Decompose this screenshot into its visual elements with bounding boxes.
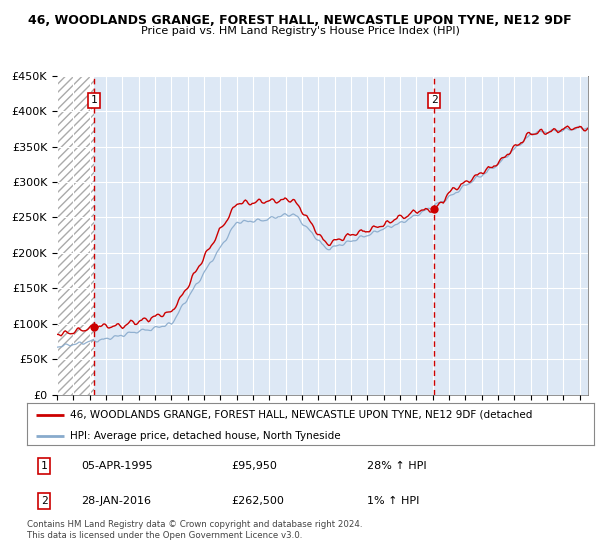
Text: 05-APR-1995: 05-APR-1995 xyxy=(81,461,152,472)
Text: HPI: Average price, detached house, North Tyneside: HPI: Average price, detached house, Nort… xyxy=(70,431,340,441)
Text: 46, WOODLANDS GRANGE, FOREST HALL, NEWCASTLE UPON TYNE, NE12 9DF: 46, WOODLANDS GRANGE, FOREST HALL, NEWCA… xyxy=(28,14,572,27)
Text: 1: 1 xyxy=(91,95,97,105)
Text: £95,950: £95,950 xyxy=(231,461,277,472)
Text: Contains HM Land Registry data © Crown copyright and database right 2024.
This d: Contains HM Land Registry data © Crown c… xyxy=(27,520,362,540)
Text: 1: 1 xyxy=(41,461,47,472)
Text: 46, WOODLANDS GRANGE, FOREST HALL, NEWCASTLE UPON TYNE, NE12 9DF (detached: 46, WOODLANDS GRANGE, FOREST HALL, NEWCA… xyxy=(70,410,532,420)
Text: 1% ↑ HPI: 1% ↑ HPI xyxy=(367,496,419,506)
Text: 28-JAN-2016: 28-JAN-2016 xyxy=(81,496,151,506)
Text: 28% ↑ HPI: 28% ↑ HPI xyxy=(367,461,427,472)
Text: 2: 2 xyxy=(431,95,437,105)
Text: Price paid vs. HM Land Registry's House Price Index (HPI): Price paid vs. HM Land Registry's House … xyxy=(140,26,460,36)
Text: £262,500: £262,500 xyxy=(231,496,284,506)
Text: 2: 2 xyxy=(41,496,47,506)
